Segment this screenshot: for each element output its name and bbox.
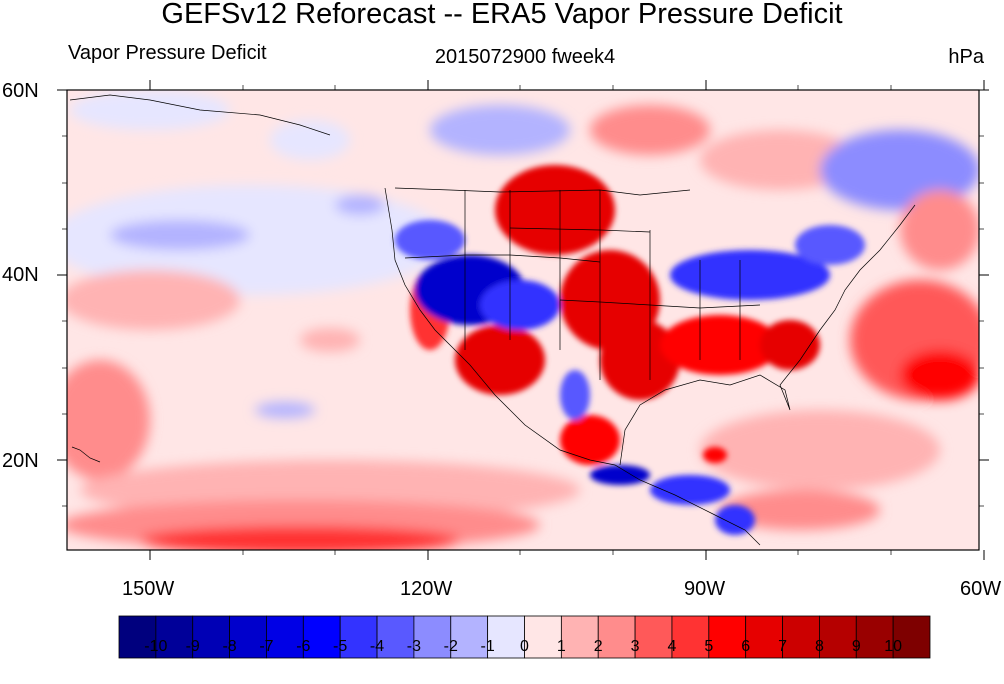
variable-label: Vapor Pressure Deficit <box>68 42 267 64</box>
lon-label-90w: 90W <box>684 578 726 600</box>
map-field <box>67 90 979 550</box>
colorbar-tick-label: 7 <box>778 638 787 655</box>
colorbar-swatch <box>376 615 415 659</box>
colorbar-tick-label: 5 <box>704 638 714 655</box>
colorbar-tick-label: -10 <box>144 638 168 655</box>
colorbar-tick-label: -7 <box>259 638 274 655</box>
colorbar-swatch <box>597 615 636 659</box>
colorbar-swatch <box>450 615 489 659</box>
units-label: hPa <box>948 46 984 68</box>
colorbar-tick-label: -2 <box>443 638 458 655</box>
lon-label-120w: 120W <box>400 578 453 600</box>
colorbar-tick-label: 1 <box>556 638 566 655</box>
colorbar-swatch <box>487 615 525 659</box>
axis-ticks <box>57 80 989 560</box>
colorbar-swatch <box>302 615 341 659</box>
colorbar-swatch <box>855 615 894 659</box>
lat-label-40n: 40N <box>2 264 39 286</box>
colorbar-tick-label: 8 <box>814 638 824 655</box>
colorbar-swatch <box>118 615 157 659</box>
colorbar-tick-label: 2 <box>593 638 603 655</box>
lon-label-150w: 150W <box>122 578 175 600</box>
colorbar-swatch <box>560 615 599 659</box>
colorbar-tick-label: 9 <box>851 638 861 655</box>
colorbar-tick-label: -5 <box>333 638 348 655</box>
coastlines <box>69 94 916 546</box>
colorbar-tick-label: 0 <box>520 638 529 655</box>
colorbar-tick-label: 4 <box>667 638 677 655</box>
colorbar-swatch <box>524 615 562 659</box>
colorbar-tick-label: 10 <box>884 638 903 655</box>
colorbar-tick-label: -9 <box>185 638 200 655</box>
colorbar-tick-label: -4 <box>369 638 385 655</box>
colorbar-tick-label: 6 <box>741 638 751 655</box>
figure-title: GEFSv12 Reforecast -- ERA5 Vapor Pressur… <box>161 0 843 30</box>
colorbar-swatch <box>413 615 452 659</box>
colorbar-tick-label: -3 <box>406 638 422 655</box>
colorbar-tick-label: -6 <box>296 638 311 655</box>
forecast-date-label: 2015072900 fweek4 <box>434 46 616 68</box>
colorbar-swatch <box>782 615 820 659</box>
colorbar-swatch <box>192 615 230 659</box>
colorbar-swatch <box>745 615 783 659</box>
colorbar-swatch <box>339 615 378 659</box>
colorbar-swatch <box>671 615 710 659</box>
lat-label-20n: 20N <box>2 450 39 472</box>
colorbar-swatch <box>819 615 857 659</box>
colorbar-swatch <box>892 615 931 659</box>
colorbar-tick-label: 3 <box>630 638 640 655</box>
colorbar-swatch <box>229 615 267 659</box>
colorbar-tick-label: -8 <box>222 638 237 655</box>
lat-label-60n: 60N <box>2 80 39 102</box>
colorbar-swatch <box>266 615 304 659</box>
colorbar-swatch <box>634 615 673 659</box>
lon-label-60w: 60W <box>960 578 1002 600</box>
colorbar-swatch <box>155 615 194 659</box>
colorbar <box>118 615 931 659</box>
colorbar-tick-label: -1 <box>480 638 495 655</box>
